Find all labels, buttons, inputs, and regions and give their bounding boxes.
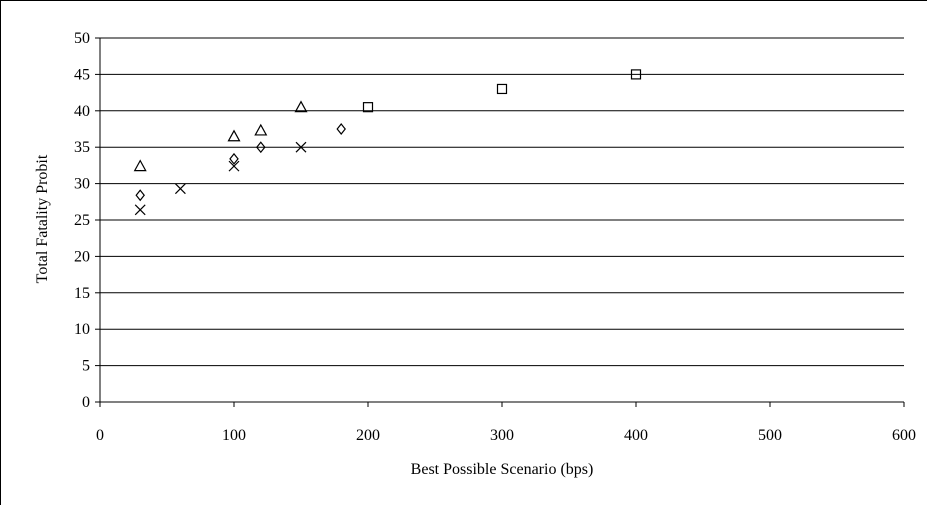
y-tick-label: 10 xyxy=(74,321,90,338)
x-marker xyxy=(174,183,186,195)
x-marker xyxy=(295,141,307,153)
diamond-marker xyxy=(229,152,239,165)
y-tick-label: 40 xyxy=(74,103,90,120)
x-tick-label: 400 xyxy=(624,427,648,444)
triangle-marker xyxy=(133,159,147,172)
diamond-marker xyxy=(135,189,145,202)
diamond-marker xyxy=(256,141,266,154)
x-tick-label: 0 xyxy=(96,427,104,444)
triangle-marker xyxy=(227,129,241,142)
y-tick-label: 20 xyxy=(74,248,90,265)
x-tick-label: 200 xyxy=(356,427,380,444)
x-axis-title: Best Possible Scenario (bps) xyxy=(411,461,594,478)
y-tick-label: 35 xyxy=(74,139,90,156)
x-marker xyxy=(134,204,146,216)
x-tick-label: 100 xyxy=(222,427,246,444)
triangle-marker xyxy=(294,100,308,113)
diamond-marker xyxy=(336,123,346,135)
gridlines xyxy=(100,37,904,367)
data-points xyxy=(133,69,642,216)
y-axis-title: Total Fatality Probit xyxy=(34,154,51,283)
y-tick-label: 25 xyxy=(74,212,90,229)
y-tick-label: 45 xyxy=(74,66,90,83)
axes xyxy=(95,37,905,407)
square-marker xyxy=(630,69,642,80)
triangle-marker xyxy=(254,123,268,136)
square-marker xyxy=(496,83,508,95)
y-tick-label: 5 xyxy=(82,358,90,375)
y-tick-label: 15 xyxy=(74,285,90,302)
x-tick-label: 500 xyxy=(758,427,782,444)
y-tick-label: 50 xyxy=(74,30,90,47)
x-tick-label: 300 xyxy=(490,427,514,444)
y-tick-label: 30 xyxy=(74,176,90,193)
x-marker xyxy=(228,160,240,172)
x-tick-label: 600 xyxy=(892,427,916,444)
y-tick-label: 0 xyxy=(82,394,90,411)
square-marker xyxy=(362,102,374,113)
